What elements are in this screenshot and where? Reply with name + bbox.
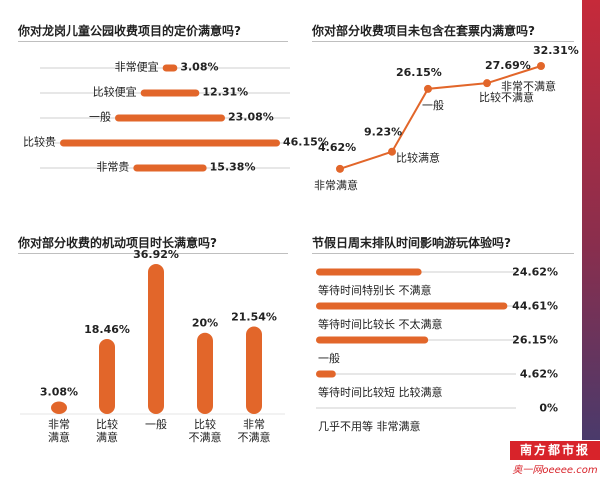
data-point — [388, 147, 396, 156]
data-point — [424, 84, 432, 93]
value-label: 3.08% — [40, 385, 78, 398]
bar — [316, 268, 422, 276]
bar — [246, 326, 262, 414]
data-point — [336, 164, 344, 173]
chart3-svg: 3.08%非常满意18.46%比较满意36.92%一般20%比较不满意21.54… — [20, 248, 285, 444]
category-label: 一般 — [145, 418, 167, 431]
value-label: 12.31% — [202, 86, 248, 99]
category-label: 一般 — [89, 111, 111, 124]
value-label: 27.69% — [485, 59, 531, 72]
category-label: 满意 — [96, 430, 118, 444]
value-label: 26.15% — [512, 334, 558, 347]
chart3-divider — [18, 253, 288, 254]
chart1-title: 你对龙岗儿童公园收费项目的定价满意吗? — [18, 24, 241, 38]
brand-logo: 南方都市报 奥一网oeeee.com — [510, 440, 600, 477]
track-line — [316, 407, 516, 409]
category-label: 比较便宜 — [93, 85, 137, 99]
chart4-divider — [312, 253, 574, 254]
category-label: 比较满意 — [396, 151, 440, 165]
bar — [316, 302, 508, 310]
track-line — [316, 373, 516, 375]
bar — [133, 164, 207, 172]
category-label: 不满意 — [238, 430, 271, 444]
category-label: 非常 — [48, 418, 70, 431]
bar — [316, 370, 336, 378]
value-label: 0% — [539, 402, 558, 415]
value-label: 44.61% — [512, 300, 558, 313]
category-label: 等待时间比较短 比较满意 — [318, 385, 443, 399]
brand-name: 南方都市报 — [510, 441, 600, 460]
data-point — [537, 61, 545, 70]
chart4-title: 节假日周末排队时间影响游玩体验吗? — [312, 236, 511, 250]
category-label: 比较 — [96, 417, 118, 431]
chart2-title: 你对部分收费项目未包含在套票内满意吗? — [312, 24, 535, 38]
data-point — [483, 79, 491, 88]
category-label: 非常不满意 — [501, 79, 556, 93]
category-label: 等待时间比较长 不太满意 — [318, 317, 443, 331]
side-decoration-bar — [582, 0, 600, 440]
category-label: 非常便宜 — [115, 60, 159, 74]
category-label: 比较不满意 — [479, 90, 534, 104]
bar — [162, 64, 178, 72]
category-label: 一般 — [318, 352, 340, 365]
value-label: 23.08% — [228, 111, 274, 124]
bar — [114, 114, 226, 122]
value-label: 18.46% — [84, 323, 130, 336]
bar — [140, 89, 200, 97]
bar — [197, 332, 213, 414]
brand-subtitle: 奥一网oeeee.com — [512, 465, 598, 476]
value-label: 32.31% — [533, 44, 579, 57]
chart1-divider — [18, 41, 288, 42]
category-label: 等待时间特别长 不满意 — [318, 283, 432, 297]
category-label: 不满意 — [189, 430, 222, 444]
category-label: 比较 — [194, 417, 216, 431]
value-label: 46.15% — [283, 136, 329, 149]
chart2-svg: 4.62% 非常满意 9.23% 比较满意 26.15% 一般 27.69% 比较不满意 32.… — [314, 44, 579, 192]
value-label: 4.62% — [318, 141, 356, 154]
chart3-title: 你对部分收费的机动项目时长满意吗? — [18, 236, 217, 250]
category-label: 非常满意 — [314, 178, 358, 192]
bar — [51, 401, 67, 414]
value-label: 3.08% — [180, 61, 218, 74]
value-label: 26.15% — [396, 66, 442, 79]
bar — [99, 339, 115, 414]
chart1-svg: 非常便宜 3.08% 比较便宜 12.31% 一般 23.08% 比较贵 46.15% 非常贵 1… — [23, 60, 329, 174]
value-label: 4.62% — [520, 368, 558, 381]
value-label: 24.62% — [512, 266, 558, 279]
bar — [148, 264, 164, 414]
value-label: 15.38% — [210, 161, 256, 174]
chart2-divider — [312, 41, 574, 42]
category-label: 满意 — [48, 430, 70, 444]
category-label: 几乎不用等 非常满意 — [318, 419, 421, 433]
bar — [316, 336, 429, 344]
value-label: 20% — [192, 317, 218, 330]
category-label: 比较贵 — [23, 135, 56, 149]
category-label: 非常贵 — [96, 161, 129, 174]
category-label: 一般 — [422, 99, 444, 112]
bar — [60, 139, 280, 147]
value-label: 36.92% — [133, 248, 179, 261]
baseline — [20, 413, 285, 415]
category-label: 非常 — [243, 418, 265, 431]
value-label: 9.23% — [364, 126, 402, 139]
value-label: 21.54% — [231, 310, 277, 323]
